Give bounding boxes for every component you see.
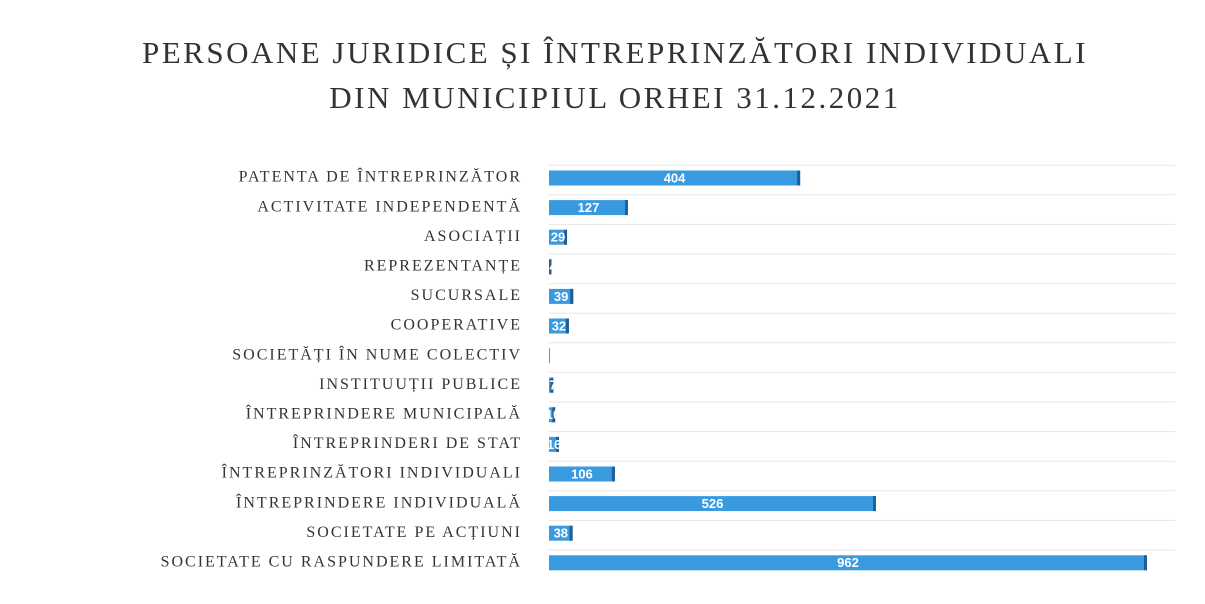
value-label: 16 [547,437,561,452]
value-label: 39 [554,289,568,304]
bar-edge [549,348,550,364]
value-label: 38 [554,526,568,541]
bar-edge [564,229,568,245]
category-label: COOPERATIVE [391,317,522,334]
value-label: 127 [578,200,600,215]
bar [549,466,615,482]
bar-edge [611,466,615,482]
bar [549,229,568,245]
category-label: SOCIETĂȚI ÎN NUME COLECTIV [232,344,522,363]
bar-edge [550,377,554,393]
bar [549,525,573,541]
value-label: 1 [549,348,556,363]
value-label: 7 [549,378,556,393]
bar-edge [570,288,574,304]
bar-edge [1144,555,1147,571]
value-label: 404 [664,170,686,185]
bar [549,436,559,452]
bar-edge [549,259,552,275]
bar [549,407,556,423]
value-label: 32 [552,318,566,333]
category-label: ÎNTREPRINDERE INDIVIDUALĂ [236,492,522,511]
bar-edge [624,200,628,216]
category-label: REPREZENTANȚE [364,257,522,274]
category-label: SOCIETATE CU RASPUNDERE LIMITATĂ [161,551,522,570]
bar [549,496,876,512]
bar-edge [552,407,556,423]
value-label: 106 [571,466,593,481]
category-label: SOCIETATE PE ACȚIUNI [306,524,522,541]
bar [549,555,1147,571]
category-label: PATENTA DE ÎNTREPRINZĂTOR [239,167,522,186]
value-label: 29 [551,230,565,245]
bar-edge [872,496,876,512]
value-label: 4 [549,259,557,274]
category-label: ÎNTREPRINDERE MUNICIPALĂ [246,403,522,422]
category-label: ÎNTREPRINDERI DE STAT [293,433,522,452]
value-label: 526 [702,496,724,511]
bar-edge [555,436,559,452]
category-label: INSTITUUȚII PUBLICE [319,376,522,393]
category-label: ASOCIAȚII [424,228,522,245]
bar [549,288,574,304]
category-label: ÎNTREPRINZĂTORI INDIVIDUALI [222,463,522,482]
bar [549,170,801,186]
value-label: 962 [837,555,859,570]
bar [549,200,628,216]
category-label: SUCURSALE [411,287,522,304]
category-label: ACTIVITATE INDEPENDENTĂ [257,196,522,215]
chart-title: PERSOANE JURIDICE ȘI ÎNTREPRINZĂTORI IND… [141,35,1089,115]
bar-edge [797,170,801,186]
bar-edge [565,318,569,334]
value-label: 10 [546,407,560,422]
bar [549,318,569,334]
bar-edge [569,525,573,541]
